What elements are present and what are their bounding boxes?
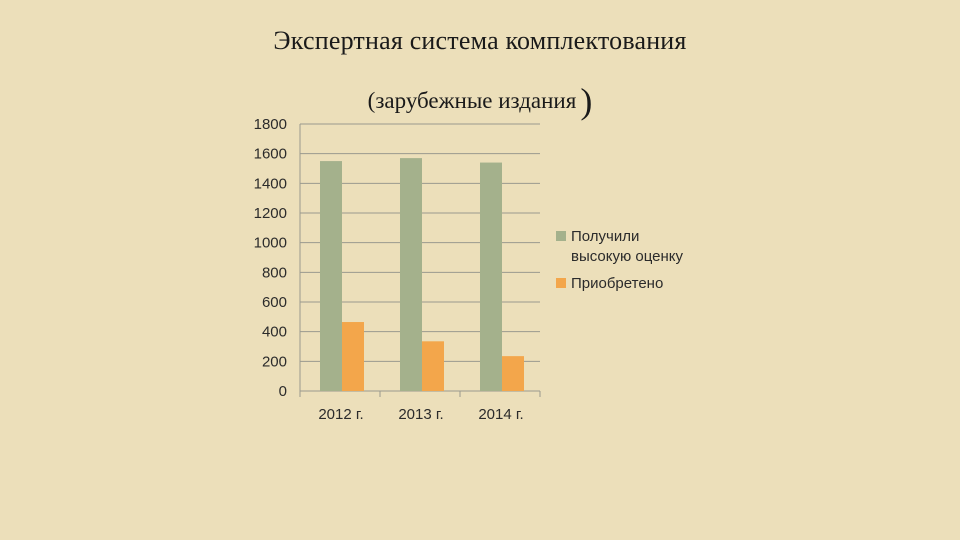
y-tick-label: 1400 <box>254 175 287 192</box>
legend-label: высокую оценку <box>571 248 684 265</box>
bar-high-rating <box>480 162 502 391</box>
x-category-label: 2013 г. <box>398 406 443 423</box>
legend-label: Приобретено <box>571 275 663 292</box>
y-tick-label: 200 <box>262 353 287 370</box>
slide-subtitle: (зарубежные издания) <box>0 80 960 122</box>
subtitle-close-paren: ) <box>580 81 593 121</box>
bar-high-rating <box>400 158 422 391</box>
bar-high-rating <box>320 161 342 391</box>
y-tick-label: 1600 <box>254 146 287 163</box>
y-tick-label: 1200 <box>254 205 287 222</box>
x-category-label: 2012 г. <box>318 406 363 423</box>
y-tick-label: 1800 <box>254 116 287 133</box>
y-tick-label: 0 <box>279 383 287 400</box>
legend-swatch <box>556 278 566 288</box>
subtitle-text: (зарубежные издания <box>367 88 577 113</box>
bar-acquired <box>502 356 524 391</box>
legend-label: Получили <box>571 228 639 245</box>
y-tick-label: 400 <box>262 324 287 341</box>
y-tick-label: 600 <box>262 294 287 311</box>
bar-acquired <box>342 322 364 391</box>
bar-acquired <box>422 341 444 391</box>
slide-title: Экспертная система комплектования <box>273 26 687 55</box>
y-tick-label: 1000 <box>254 235 287 252</box>
y-tick-label: 800 <box>262 264 287 281</box>
x-category-label: 2014 г. <box>478 406 523 423</box>
legend-swatch <box>556 231 566 241</box>
